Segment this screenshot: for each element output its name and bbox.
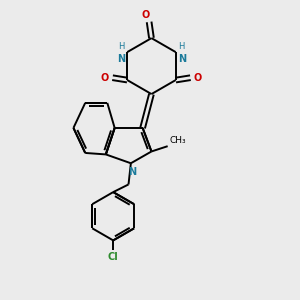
Text: CH₃: CH₃: [169, 136, 186, 145]
Text: N: N: [117, 54, 125, 64]
Text: H: H: [178, 42, 184, 51]
Text: O: O: [101, 73, 109, 83]
Text: Cl: Cl: [108, 252, 118, 262]
Text: N: N: [178, 54, 186, 64]
Text: O: O: [194, 73, 202, 83]
Text: H: H: [118, 42, 125, 51]
Text: O: O: [142, 10, 150, 20]
Text: N: N: [128, 167, 136, 177]
